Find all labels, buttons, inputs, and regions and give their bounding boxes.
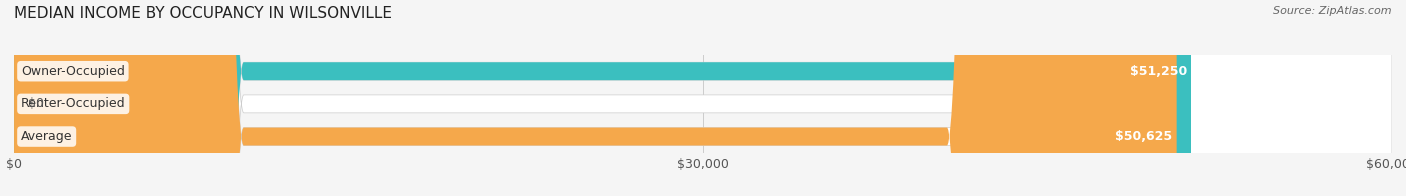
Text: Source: ZipAtlas.com: Source: ZipAtlas.com	[1274, 6, 1392, 16]
FancyBboxPatch shape	[14, 0, 1392, 196]
Text: Average: Average	[21, 130, 73, 143]
FancyBboxPatch shape	[14, 0, 1177, 196]
Text: $0: $0	[28, 97, 44, 110]
FancyBboxPatch shape	[14, 0, 1392, 196]
Text: MEDIAN INCOME BY OCCUPANCY IN WILSONVILLE: MEDIAN INCOME BY OCCUPANCY IN WILSONVILL…	[14, 6, 392, 21]
Text: $50,625: $50,625	[1115, 130, 1173, 143]
Text: Owner-Occupied: Owner-Occupied	[21, 65, 125, 78]
FancyBboxPatch shape	[14, 0, 1191, 196]
Text: $51,250: $51,250	[1129, 65, 1187, 78]
FancyBboxPatch shape	[14, 0, 1392, 196]
Text: Renter-Occupied: Renter-Occupied	[21, 97, 125, 110]
